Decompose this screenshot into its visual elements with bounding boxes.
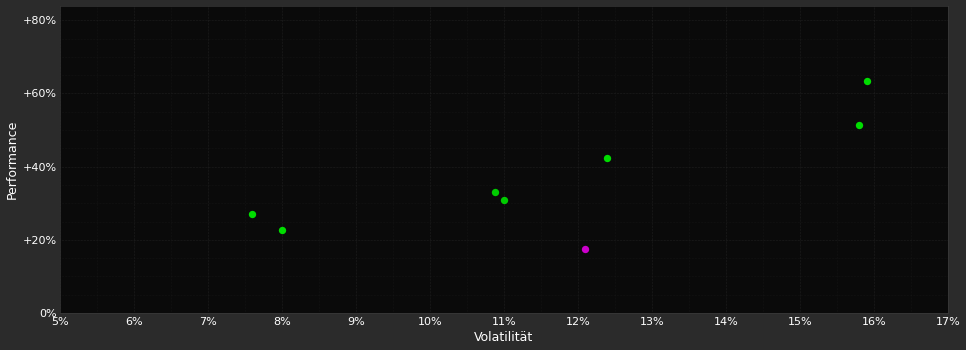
Point [851,122,867,127]
Point [578,246,593,252]
X-axis label: Volatilität: Volatilität [474,331,533,344]
Point [859,78,874,83]
Point [497,197,512,203]
Point [487,189,502,194]
Point [244,211,260,217]
Point [274,227,290,232]
Point [600,155,615,161]
Y-axis label: Performance: Performance [6,120,18,199]
